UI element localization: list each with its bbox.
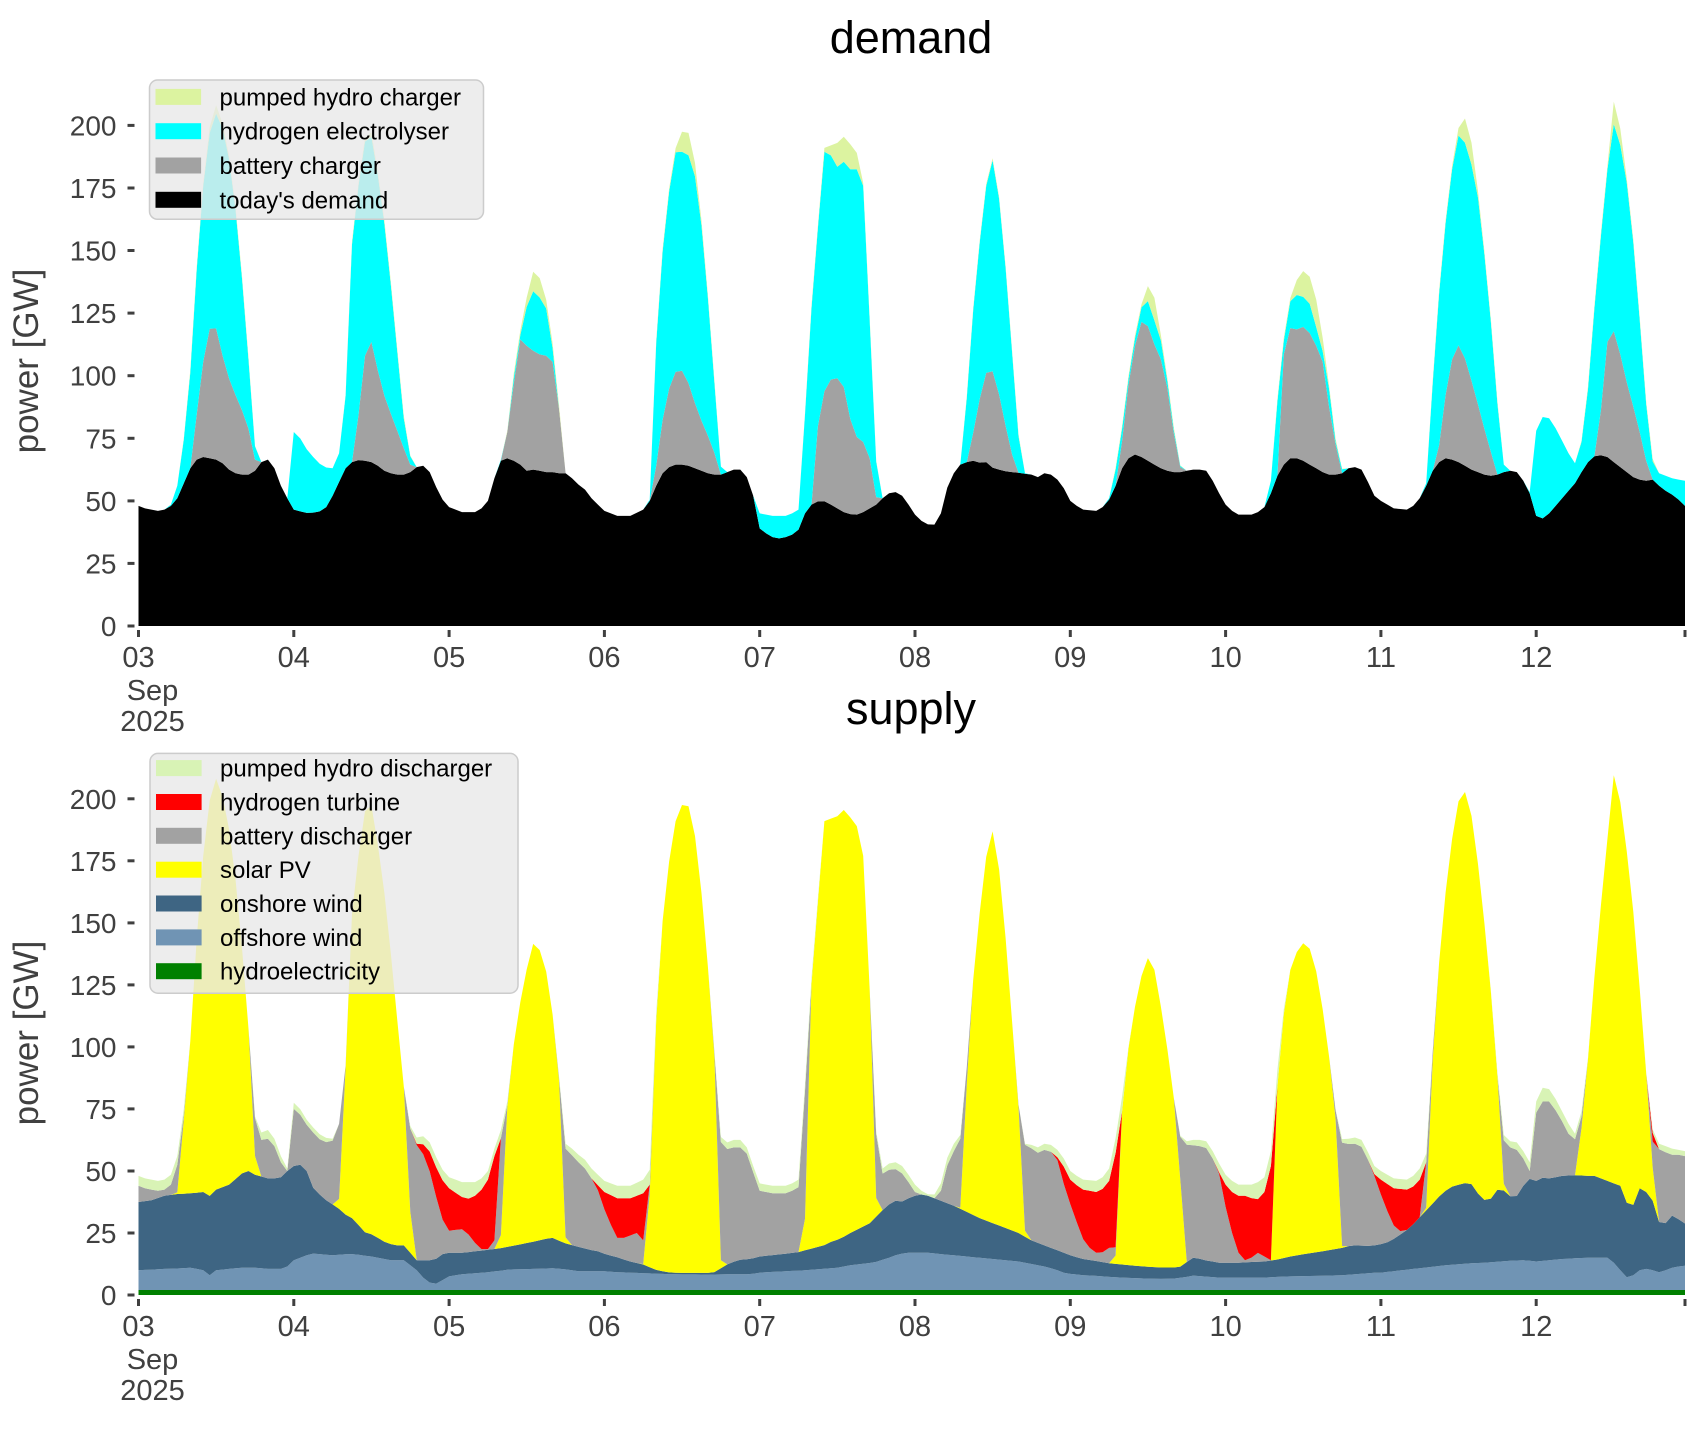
svg-text:0: 0 bbox=[101, 1280, 117, 1311]
svg-text:0: 0 bbox=[101, 611, 117, 642]
svg-text:battery discharger: battery discharger bbox=[220, 823, 412, 850]
svg-text:07: 07 bbox=[744, 642, 776, 674]
svg-text:power [GW]: power [GW] bbox=[7, 941, 46, 1126]
svg-text:125: 125 bbox=[70, 298, 117, 329]
svg-text:pumped hydro discharger: pumped hydro discharger bbox=[220, 756, 492, 783]
svg-text:100: 100 bbox=[70, 361, 117, 392]
svg-text:08: 08 bbox=[899, 1311, 931, 1343]
svg-text:demand: demand bbox=[830, 12, 993, 63]
svg-text:power [GW]: power [GW] bbox=[7, 269, 46, 454]
svg-text:05: 05 bbox=[433, 642, 465, 674]
svg-text:50: 50 bbox=[85, 1156, 116, 1187]
svg-text:200: 200 bbox=[70, 110, 117, 141]
svg-text:hydrogen turbine: hydrogen turbine bbox=[220, 790, 400, 817]
svg-text:battery charger: battery charger bbox=[220, 153, 381, 180]
svg-text:04: 04 bbox=[278, 642, 310, 674]
svg-text:150: 150 bbox=[70, 908, 117, 939]
svg-text:100: 100 bbox=[70, 1032, 117, 1063]
svg-text:05: 05 bbox=[433, 1311, 465, 1343]
svg-text:07: 07 bbox=[744, 1311, 776, 1343]
svg-text:hydrogen electrolyser: hydrogen electrolyser bbox=[220, 119, 449, 146]
svg-text:offshore wind: offshore wind bbox=[220, 925, 362, 952]
svg-text:10: 10 bbox=[1209, 642, 1241, 674]
svg-text:125: 125 bbox=[70, 970, 117, 1001]
svg-text:04: 04 bbox=[278, 1311, 310, 1343]
svg-text:11: 11 bbox=[1366, 642, 1396, 674]
svg-text:2025: 2025 bbox=[120, 706, 185, 738]
svg-text:09: 09 bbox=[1054, 1311, 1086, 1343]
svg-text:Sep: Sep bbox=[127, 1344, 179, 1376]
svg-text:75: 75 bbox=[85, 1094, 116, 1125]
svg-text:08: 08 bbox=[899, 642, 931, 674]
svg-text:supply: supply bbox=[846, 683, 977, 734]
svg-text:pumped hydro charger: pumped hydro charger bbox=[220, 84, 461, 111]
svg-text:75: 75 bbox=[85, 423, 116, 454]
svg-text:175: 175 bbox=[70, 173, 117, 204]
svg-text:2025: 2025 bbox=[120, 1375, 185, 1407]
svg-text:12: 12 bbox=[1520, 642, 1552, 674]
svg-text:06: 06 bbox=[588, 642, 620, 674]
svg-text:hydroelectricity: hydroelectricity bbox=[220, 959, 380, 986]
svg-text:09: 09 bbox=[1054, 642, 1086, 674]
svg-text:03: 03 bbox=[122, 642, 154, 674]
svg-text:11: 11 bbox=[1366, 1311, 1396, 1343]
svg-text:solar PV: solar PV bbox=[220, 857, 311, 884]
svg-text:25: 25 bbox=[85, 548, 116, 579]
svg-text:25: 25 bbox=[85, 1218, 116, 1249]
svg-text:200: 200 bbox=[70, 784, 117, 815]
svg-text:today's demand: today's demand bbox=[220, 187, 389, 214]
svg-text:03: 03 bbox=[122, 1311, 154, 1343]
svg-text:50: 50 bbox=[85, 486, 116, 517]
svg-text:10: 10 bbox=[1209, 1311, 1241, 1343]
svg-text:175: 175 bbox=[70, 846, 117, 877]
svg-text:onshore wind: onshore wind bbox=[220, 891, 363, 918]
svg-text:150: 150 bbox=[70, 236, 117, 267]
svg-text:Sep: Sep bbox=[127, 675, 179, 707]
svg-text:12: 12 bbox=[1520, 1311, 1552, 1343]
svg-text:06: 06 bbox=[588, 1311, 620, 1343]
